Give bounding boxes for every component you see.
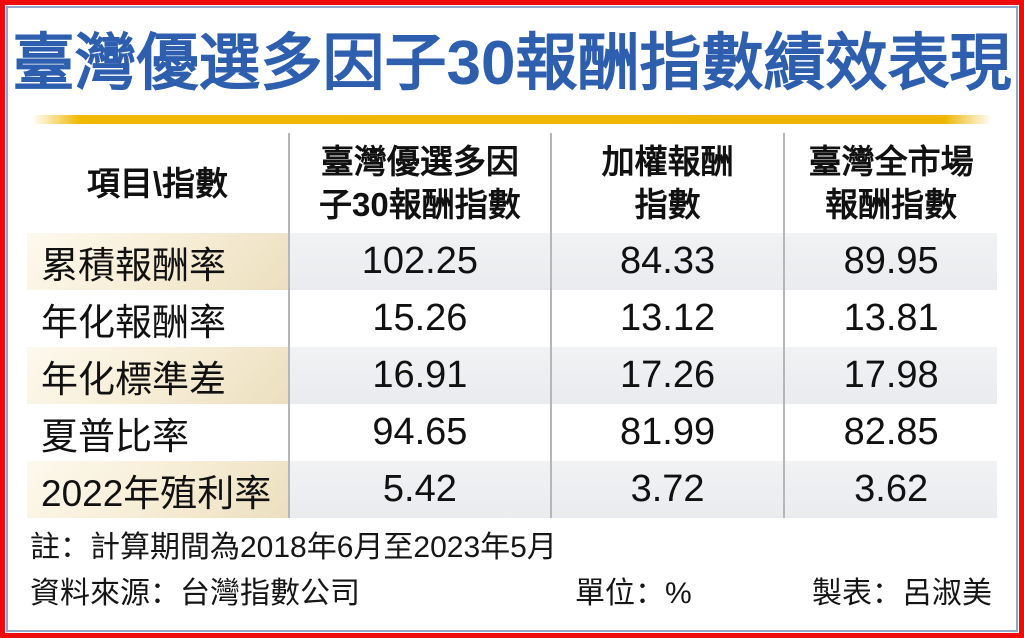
table-footer: 註：計算期間為2018年6月至2023年5月 資料來源：台灣指數公司 單位：% …	[30, 528, 994, 613]
row-value: 5.42	[289, 461, 552, 519]
row-value: 17.26	[551, 347, 786, 405]
row-label: 2022年殖利率	[27, 461, 290, 519]
col-header-multifactor30: 臺灣優選多因 子30報酬指數	[290, 133, 552, 234]
row-label: 累積報酬率	[27, 233, 290, 291]
row-value: 81.99	[552, 404, 786, 462]
row-value: 13.12	[552, 290, 786, 348]
col-header-line: 臺灣全市場	[808, 142, 974, 180]
row-value: 13.81	[843, 297, 939, 340]
footer-unit: 單位：%	[575, 577, 692, 611]
title-underline	[32, 115, 992, 125]
row-value: 82.85	[843, 411, 939, 454]
col-header-line: 指數	[634, 186, 701, 224]
content-panel: 臺灣優選多因子30報酬指數績效表現 項目\指數 臺灣優選多因 子30報酬指數 加…	[6, 6, 1018, 632]
row-value: 84.33	[551, 233, 786, 291]
row-value: 3.62	[785, 461, 997, 519]
row-label: 年化報酬率	[27, 290, 290, 348]
row-label: 年化標準差	[27, 347, 290, 405]
col-header-line: 子30報酬指數	[319, 186, 521, 224]
col-header-line: 加權報酬	[601, 142, 734, 180]
col-header-total-market: 臺灣全市場 報酬指數	[785, 133, 997, 233]
footer-source: 資料來源：台灣指數公司	[30, 577, 360, 611]
col-header-line: 項目\指數	[86, 164, 229, 202]
row-value: 89.95	[785, 233, 997, 291]
col-header-line: 報酬指數	[825, 186, 958, 224]
row-value: 15.26	[290, 290, 552, 348]
page-title: 臺灣優選多因子30報酬指數績效表現	[12, 29, 1012, 98]
performance-table: 項目\指數 臺灣優選多因 子30報酬指數 加權報酬 指數 臺灣全市場 報酬指數 …	[27, 133, 997, 519]
col-header-items: 項目\指數	[27, 133, 290, 234]
row-value: 102.25	[289, 233, 552, 291]
col-header-weighted-return: 加權報酬 指數	[552, 133, 786, 234]
col-header-line: 臺灣優選多因	[320, 142, 519, 180]
footer-meta-line: 資料來源：台灣指數公司 單位：% 製表：呂淑美	[30, 574, 994, 613]
row-value: 16.91	[289, 347, 552, 405]
row-value: 3.72	[551, 461, 786, 519]
row-label: 夏普比率	[27, 404, 290, 462]
footer-note: 註：計算期間為2018年6月至2023年5月	[30, 531, 557, 565]
row-value: 17.98	[785, 347, 997, 405]
row-value: 94.65	[290, 404, 552, 462]
footer-credit: 製表：呂淑美	[812, 577, 992, 611]
